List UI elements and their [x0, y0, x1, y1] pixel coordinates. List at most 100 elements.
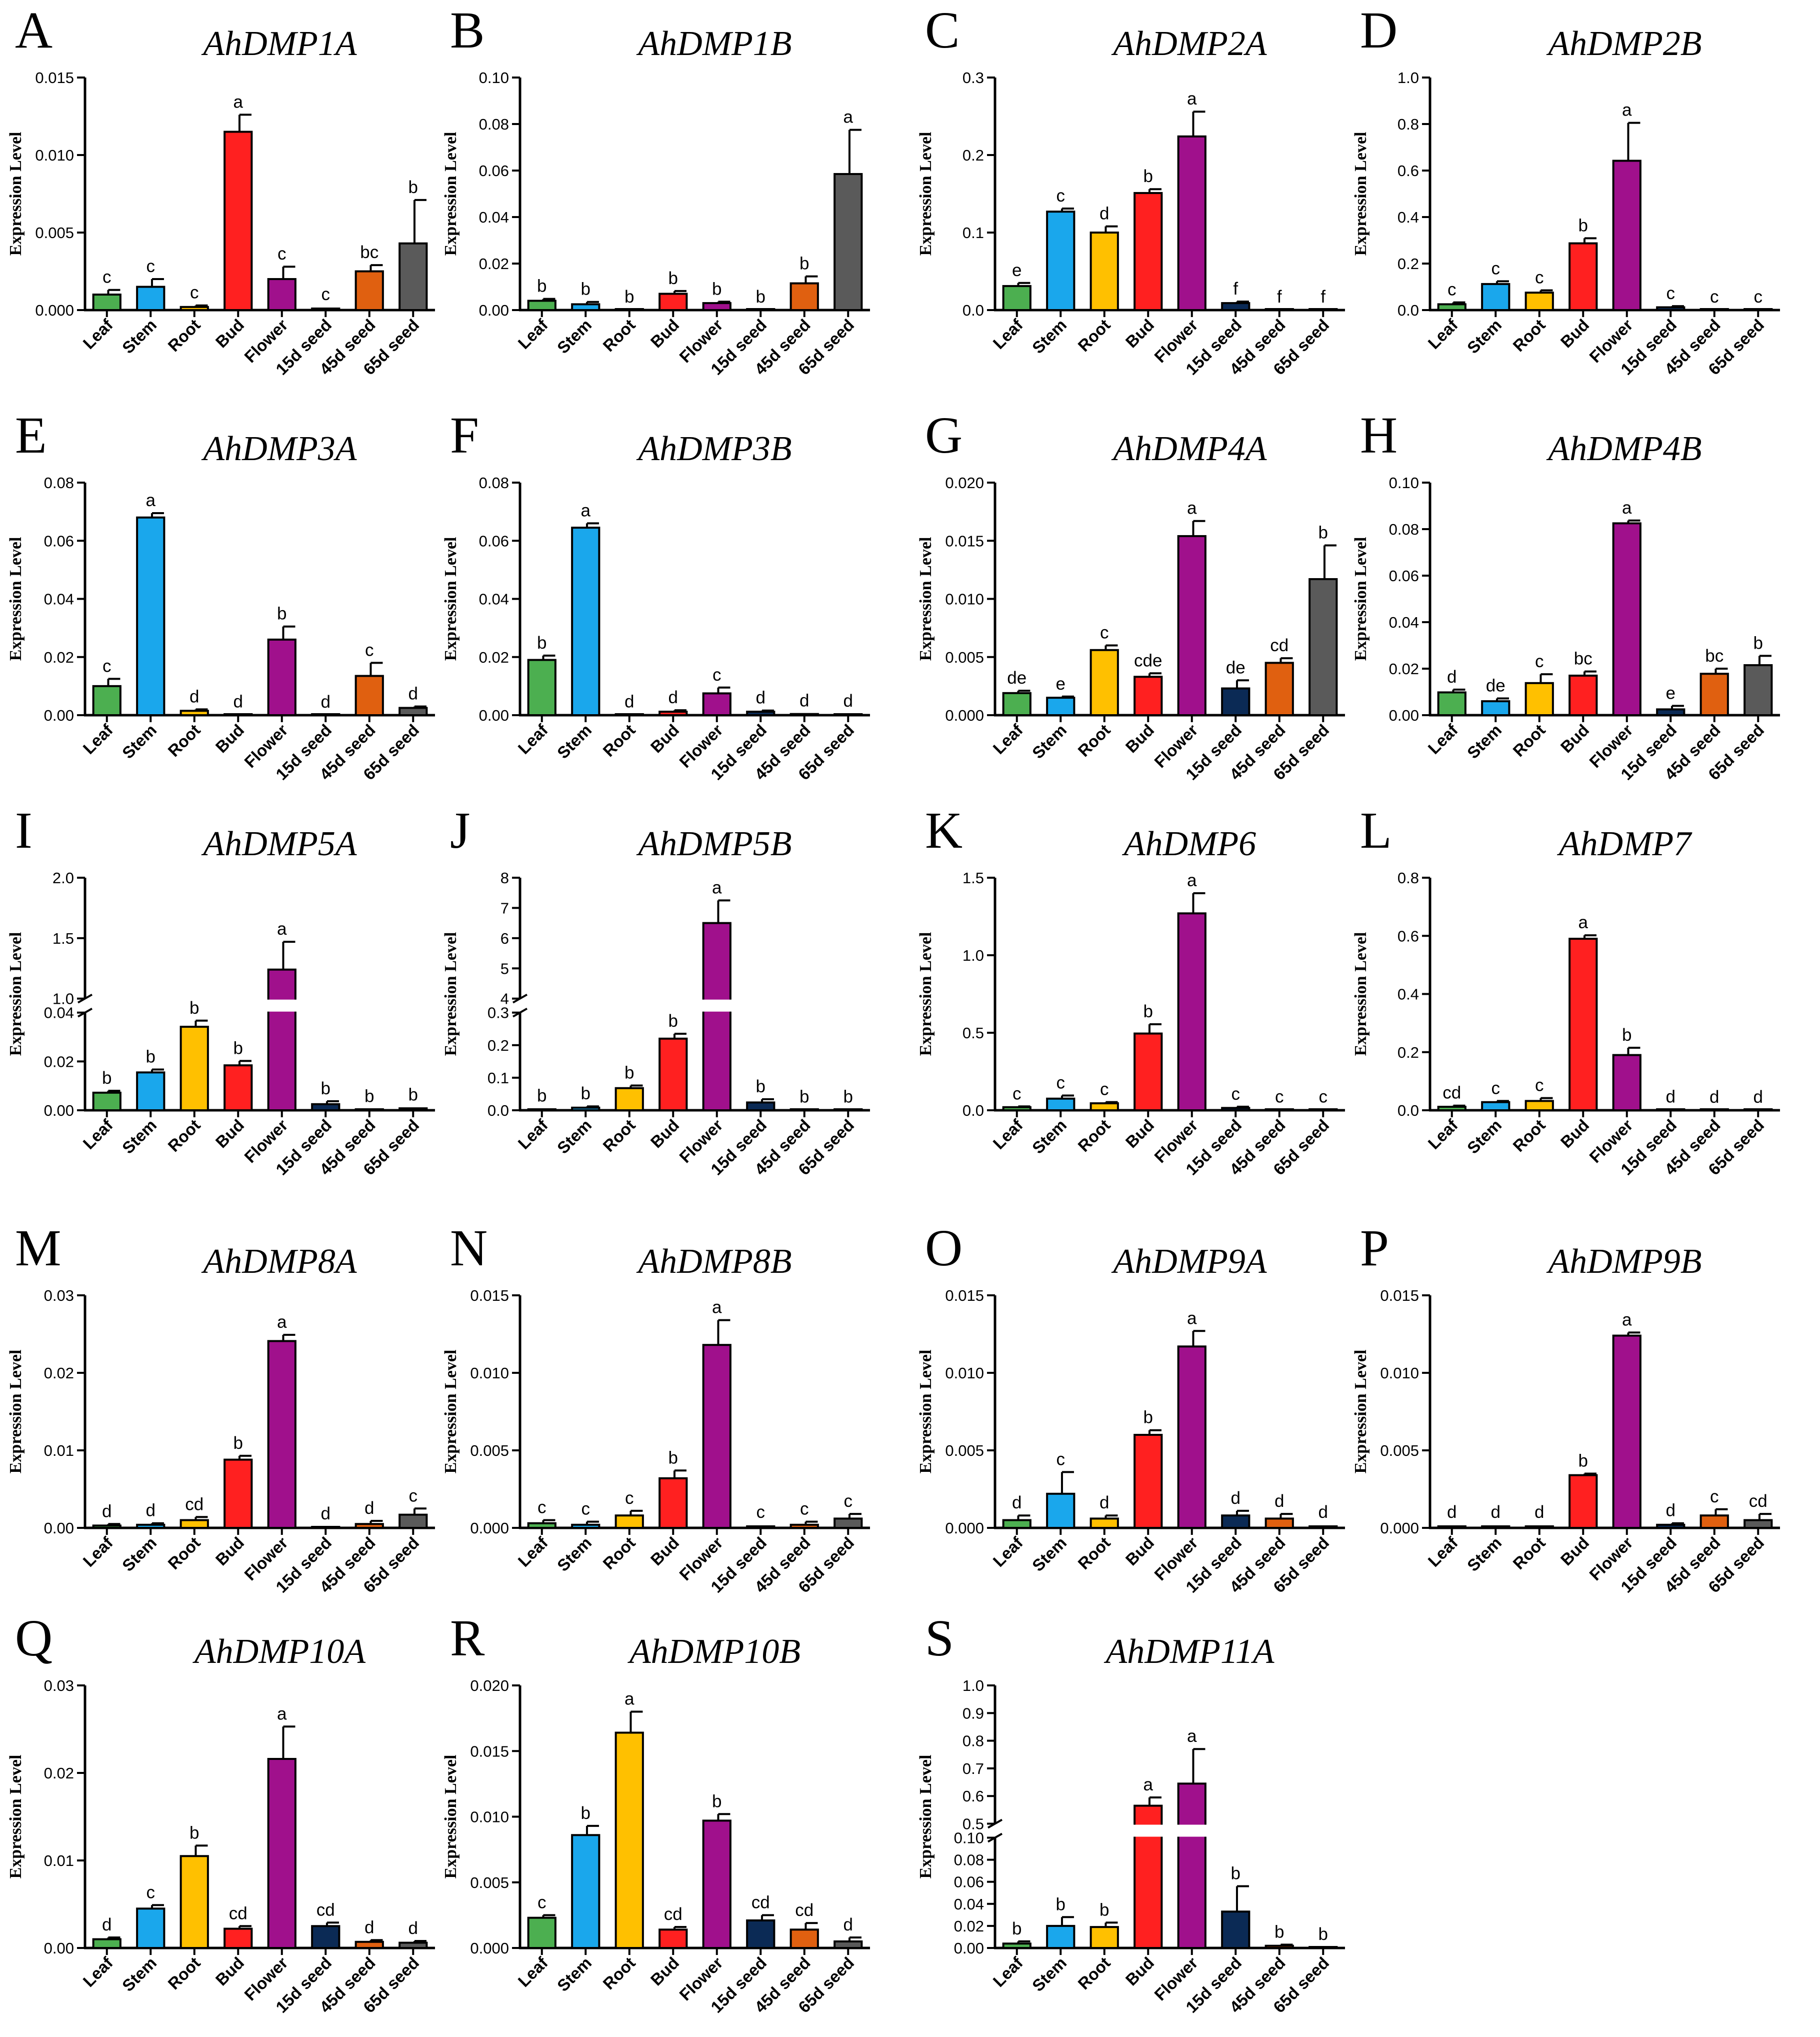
significance-label: c [1492, 1078, 1500, 1098]
y-tick-label: 0.04 [479, 591, 509, 608]
y-tick-label: 0.00 [1389, 707, 1419, 724]
significance-label: b [800, 254, 809, 274]
y-tick-label: 0.3 [962, 69, 984, 87]
y-tick-label: 0.02 [44, 1364, 74, 1382]
panel-letter: E [15, 407, 47, 464]
significance-label: b [537, 1086, 546, 1106]
y-tick-label: 0.08 [1389, 521, 1419, 538]
significance-label: b [712, 1791, 722, 1811]
bar-45d-seed [790, 1108, 819, 1111]
bar-flower [702, 692, 732, 716]
bar-65d-seed [1744, 1108, 1773, 1111]
bar-root [1524, 292, 1554, 311]
significance-label: a [1187, 1308, 1197, 1328]
y-tick-label: 0.01 [44, 1852, 74, 1869]
significance-label: a [1187, 89, 1197, 109]
x-tick-label: Leaf [990, 1953, 1027, 1990]
panel-letter: N [450, 1219, 488, 1277]
bar-15d-seed [1221, 1107, 1250, 1112]
bar-stem [136, 516, 166, 716]
x-tick-label: Leaf [80, 1115, 117, 1153]
x-tick-label: Root [599, 1533, 638, 1573]
significance-label: a [277, 919, 287, 939]
bar-bud [1134, 676, 1163, 717]
significance-label: cd [664, 1904, 682, 1924]
bar-leaf [1002, 1106, 1032, 1112]
significance-label: b [146, 1047, 156, 1066]
significance-label: d [146, 1501, 156, 1520]
bar-15d-seed [311, 1925, 340, 1949]
chart-title: AhDMP9A [1111, 1242, 1266, 1281]
bar-flower [267, 968, 296, 1112]
significance-label: a [1622, 101, 1632, 120]
y-tick-label: 0.6 [962, 1787, 984, 1805]
bar-15d-seed [746, 711, 776, 717]
panel-letter: R [450, 1609, 485, 1667]
y-tick-label: 0.015 [945, 1287, 984, 1304]
x-tick-label: Leaf [1424, 1533, 1462, 1570]
y-tick-label: 0.4 [1398, 209, 1419, 226]
significance-label: b [800, 1087, 809, 1107]
x-tick-label: Bud [1557, 316, 1593, 352]
y-tick-label: 8 [500, 869, 509, 887]
significance-label: b [321, 1079, 330, 1098]
bar-leaf [527, 659, 556, 716]
y-axis-label: Expression Level [6, 537, 25, 661]
x-tick-label: Stem [1028, 316, 1070, 357]
bar-leaf [92, 1938, 122, 1949]
significance-label: d [364, 1917, 374, 1937]
x-tick-label: Root [1509, 721, 1548, 760]
x-tick-label: Bud [212, 1953, 248, 1989]
y-tick-label: 0.00 [44, 1102, 74, 1119]
y-tick-label: 0.000 [945, 707, 984, 724]
x-tick-label: Root [1509, 1116, 1548, 1155]
significance-label: b [1318, 523, 1328, 543]
bar-bud [1134, 192, 1163, 312]
bar-stem [1481, 1101, 1510, 1112]
bar-bud [224, 1458, 253, 1529]
significance-label: a [277, 1312, 287, 1332]
y-tick-label: 0.00 [44, 1939, 74, 1957]
significance-label: b [190, 998, 199, 1018]
bar-bud [658, 711, 688, 717]
bar-flower [1612, 1054, 1642, 1111]
significance-label: c [146, 257, 156, 276]
significance-label: b [277, 604, 286, 624]
significance-label: b [1754, 633, 1763, 653]
bar-leaf [92, 1091, 122, 1111]
x-tick-label: Bud [1122, 316, 1158, 352]
bar-15d-seed [1221, 1514, 1250, 1529]
significance-label: e [1012, 261, 1022, 280]
significance-label: a [1187, 1726, 1197, 1746]
bar-15d-seed [1656, 1108, 1686, 1111]
bar-65d-seed [834, 1940, 863, 1949]
x-tick-label: Leaf [1424, 1115, 1462, 1153]
bar-root [180, 1855, 209, 1949]
x-tick-label: Stem [1028, 1533, 1070, 1575]
bar-45d-seed [1264, 1517, 1294, 1529]
significance-label: d [1231, 1488, 1240, 1508]
panel-letter: C [925, 2, 960, 59]
bar-15d-seed [746, 1101, 776, 1111]
y-tick-label: 0.08 [954, 1851, 984, 1869]
significance-label: c [1319, 1087, 1328, 1106]
y-tick-label: 0.00 [954, 1939, 984, 1957]
y-tick-label: 0.000 [945, 1519, 984, 1537]
x-tick-label: Bud [647, 1116, 683, 1152]
significance-label: c [409, 1486, 418, 1505]
x-tick-label: Bud [1122, 1533, 1158, 1569]
significance-label: cd [1749, 1491, 1768, 1511]
y-tick-label: 0.8 [1398, 869, 1419, 887]
significance-label: b [581, 1803, 590, 1823]
y-tick-label: 0.015 [1380, 1287, 1419, 1304]
panel-letter: Q [15, 1609, 52, 1667]
bar-bud [658, 1928, 688, 1949]
y-axis-label: Expression Level [1352, 132, 1370, 256]
bar-45d-seed [790, 1928, 819, 1949]
chart-title: AhDMP1A [201, 25, 356, 63]
y-tick-label: 0.02 [44, 1764, 74, 1782]
x-tick-label: Leaf [990, 1115, 1027, 1153]
y-tick-label: 0.000 [35, 302, 74, 319]
bar-bud [1568, 1474, 1598, 1529]
bar-root [180, 1519, 209, 1529]
